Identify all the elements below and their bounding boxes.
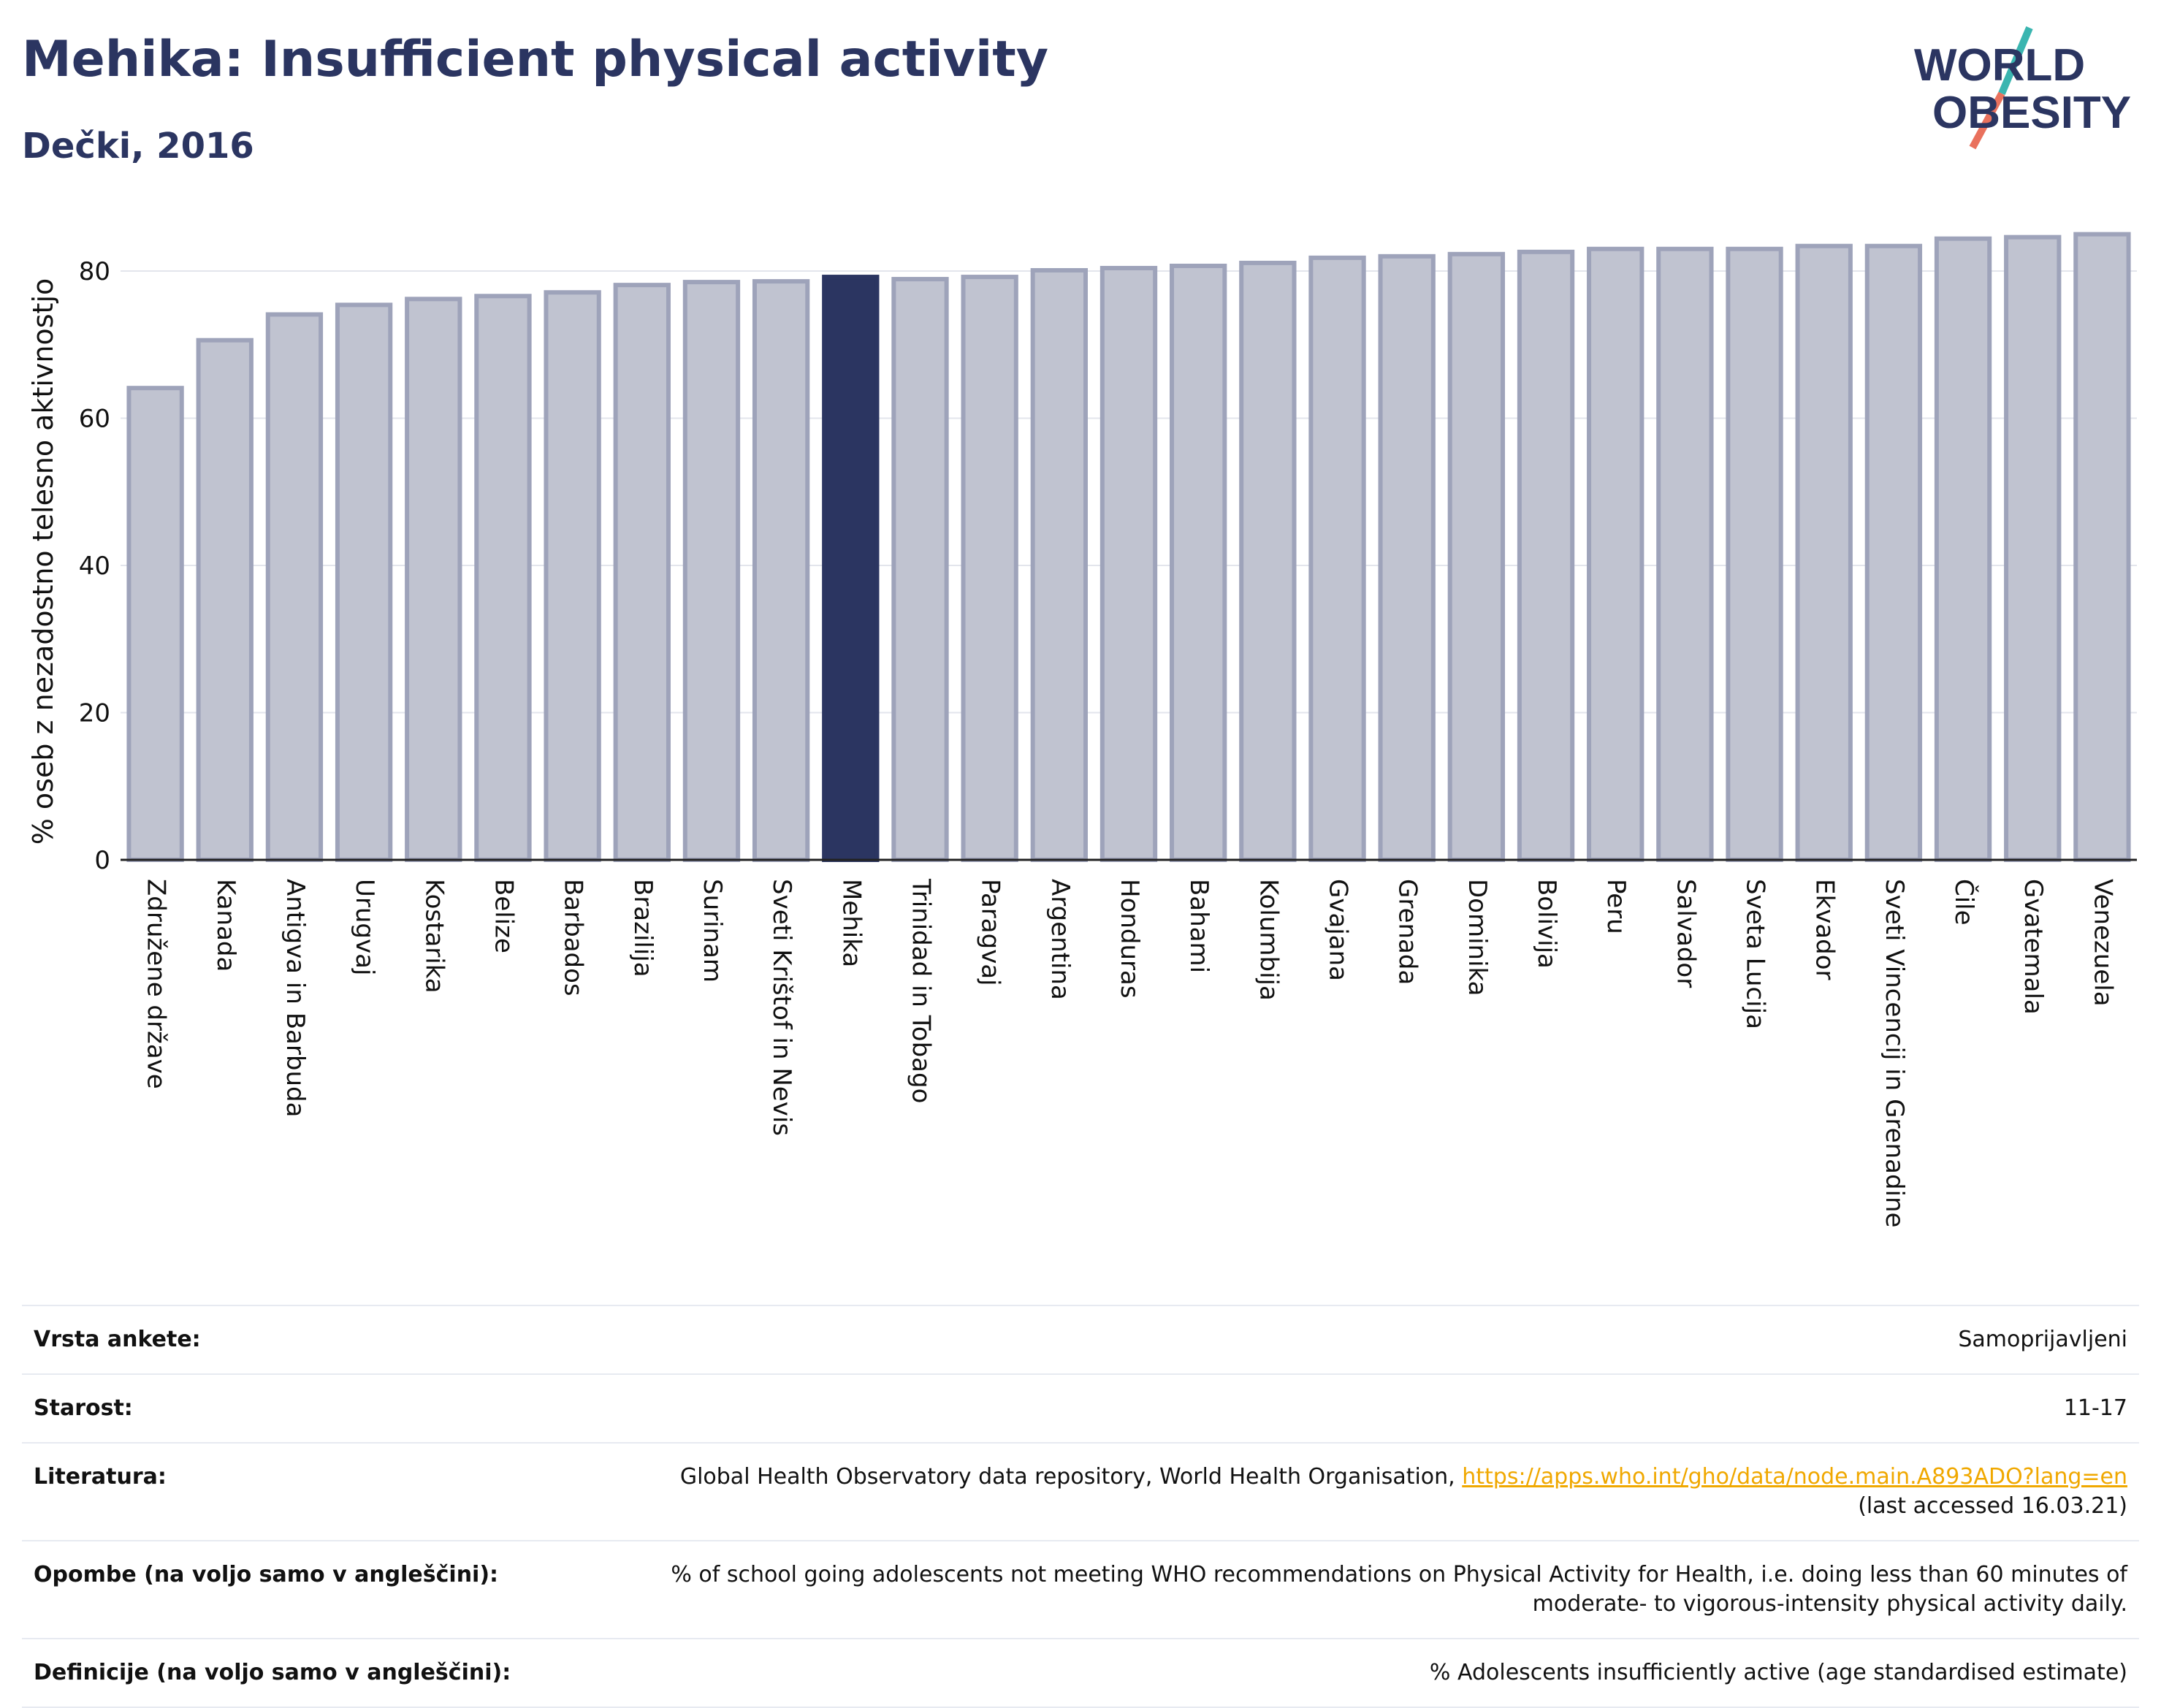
info-label: Vrsta ankete: (22, 1305, 557, 1374)
logo-slash-coral (1969, 91, 2005, 150)
world-obesity-logo: WORLD OBESITY (1914, 26, 2131, 150)
literature-link[interactable]: https://apps.who.int/gho/data/node.main.… (1462, 1464, 2127, 1490)
x-tick-label: Mehika (836, 879, 866, 967)
x-tick-label: Ekvador (1810, 879, 1840, 980)
bar-18 (1378, 253, 1436, 863)
bar-8 (682, 280, 741, 862)
logo-slash-teal (1998, 26, 2033, 95)
x-tick-label: Barbados (559, 879, 588, 996)
literature-accessed: (last accessed 16.03.21) (1858, 1493, 2127, 1519)
x-tick-label: Čile (1949, 879, 1979, 926)
bar-10 (822, 275, 880, 862)
info-row-definitions: Definicije (na voljo samo v angleščini):… (22, 1638, 2139, 1708)
info-label: Starost: (22, 1373, 557, 1443)
x-tick-label: Gvatemala (2019, 879, 2048, 1015)
x-tick-label: Združene države (142, 879, 171, 1089)
bar-28 (2073, 232, 2131, 862)
bar-27 (2004, 235, 2062, 862)
x-tick-label: Sveti Vincencij in Grenadine (1880, 879, 1909, 1227)
info-label: Literatura: (22, 1442, 557, 1541)
bar-4 (405, 297, 462, 863)
x-tick-label: Peru (1601, 879, 1631, 934)
x-tick-label: Venezuela (2088, 879, 2117, 1007)
x-tick-label: Kolumbija (1254, 879, 1283, 1001)
info-label: Definicije (na voljo samo v angleščini): (22, 1638, 557, 1708)
bar-chart: 0 20 40 60 80 Združene države Kanada Antigva i… (27, 232, 2137, 1227)
x-tick-label: Bahami (1184, 879, 1213, 973)
x-tick-label: Sveta Lucija (1741, 879, 1770, 1029)
info-row-notes: Opombe (na voljo samo v angleščini): % o… (22, 1540, 2139, 1639)
bar-0 (126, 386, 184, 862)
x-tick-label: Dominika (1463, 879, 1492, 996)
page-subtitle: Dečki, 2016 (22, 126, 254, 167)
bar-9 (752, 279, 810, 863)
bar-6 (544, 290, 601, 862)
bar-24 (1795, 243, 1853, 862)
bar-17 (1308, 255, 1366, 862)
y-axis-label: % oseb z nezadostno telesno aktivnostjo (27, 278, 59, 845)
info-value: 11-17 (557, 1373, 2139, 1443)
x-tick-label: Grenada (1393, 879, 1422, 985)
y-tick-label: 0 (94, 846, 110, 875)
bar-26 (1934, 236, 1992, 863)
literature-text: Global Health Observatory data repositor… (679, 1464, 1455, 1490)
x-tick-label: Kanada (211, 879, 240, 972)
x-tick-label: Sveti Krištof in Nevis (767, 879, 796, 1136)
bar-20 (1517, 249, 1575, 862)
bar-14 (1099, 265, 1158, 863)
bar-12 (961, 275, 1018, 862)
y-tick-labels: 0 20 40 60 80 (79, 257, 110, 875)
bar-2 (265, 312, 324, 862)
bar-5 (474, 294, 532, 862)
x-tick-labels: Združene države Kanada Antigva in Barbuda U… (142, 878, 2118, 1227)
logo-word-1: WORLD (1914, 40, 2085, 91)
x-tick-label: Belize (489, 879, 518, 953)
info-value: Samoprijavljeni (557, 1305, 2139, 1374)
bar-3 (335, 302, 393, 863)
bar-19 (1447, 251, 1506, 862)
y-tick-label: 80 (79, 257, 110, 286)
bar-13 (1030, 267, 1088, 862)
info-row-survey: Vrsta ankete: Samoprijavljeni (22, 1305, 2139, 1374)
y-tick-label: 40 (79, 552, 110, 581)
bar-7 (613, 283, 671, 862)
x-tick-label: Kostarika (419, 879, 449, 994)
info-value: Global Health Observatory data repositor… (557, 1442, 2139, 1541)
info-table: Vrsta ankete: Samoprijavljeni Starost: 1… (22, 1305, 2139, 1708)
x-tick-label: Salvador (1671, 879, 1700, 988)
x-tick-label: Trinidad in Tobago (906, 878, 935, 1103)
bar-15 (1170, 263, 1227, 862)
info-label: Opombe (na voljo samo v angleščini): (22, 1540, 557, 1639)
bar-16 (1239, 260, 1297, 863)
bar-11 (891, 277, 949, 862)
x-tick-label: Bolivija (1532, 879, 1561, 969)
x-tick-label: Surinam (698, 879, 727, 983)
x-tick-label: Honduras (1115, 879, 1144, 999)
info-value: % of school going adolescents not meetin… (557, 1540, 2139, 1639)
info-value: % Adolescents insufficiently active (age… (557, 1638, 2139, 1708)
x-tick-label: Paragvaj (976, 879, 1005, 986)
logo-word-2: OBESITY (1932, 88, 2131, 138)
bar-22 (1656, 246, 1714, 862)
x-tick-label: Gvajana (1324, 879, 1353, 981)
y-tick-label: 60 (79, 405, 110, 434)
page-title: Mehika: Insufficient physical activity (22, 31, 1049, 88)
bar-25 (1864, 243, 1923, 862)
x-tick-label: Argentina (1045, 879, 1075, 1000)
bar-21 (1587, 246, 1644, 862)
info-row-literature: Literatura: Global Health Observatory da… (22, 1442, 2139, 1541)
x-tick-label: Urugvaj (350, 879, 379, 975)
x-tick-label: Brazilija (628, 879, 658, 977)
y-tick-label: 20 (79, 699, 110, 728)
bars (126, 232, 2131, 863)
info-row-age: Starost: 11-17 (22, 1373, 2139, 1443)
x-tick-label: Antigva in Barbuda (281, 879, 310, 1117)
bar-1 (196, 338, 254, 862)
bar-23 (1726, 246, 1783, 862)
